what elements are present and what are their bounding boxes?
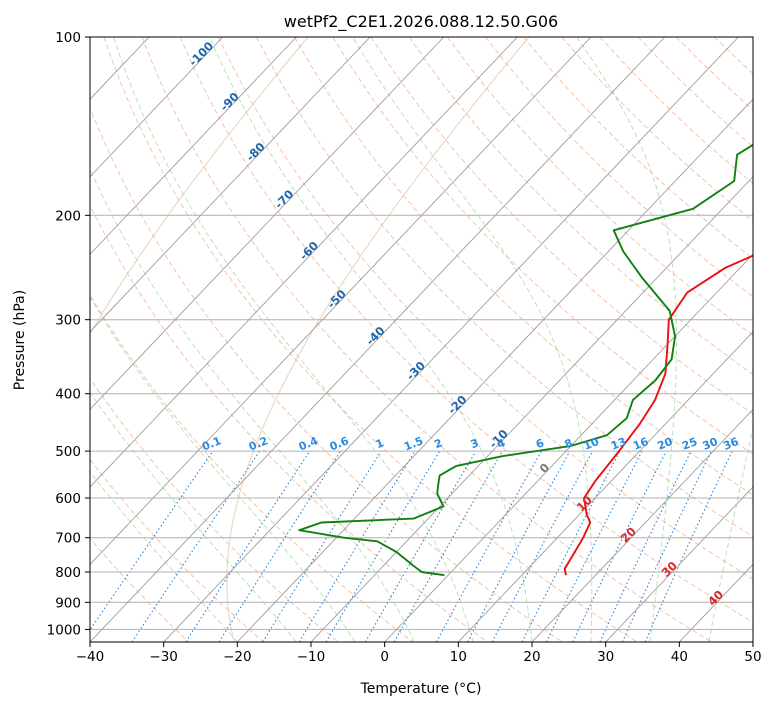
x-tick-label: 0 [380,649,389,665]
isotherm-line [90,37,224,178]
mixing-ratio-line [185,450,311,642]
dry-adiabat [90,204,489,642]
moist-adiabat [708,425,753,642]
mixing-ratio-label: 30 [701,435,720,453]
dry-adiabat [217,37,753,580]
mixing-ratio-line [298,450,416,642]
mixing-ratio-line [393,450,503,642]
y-axis: 100 200 300 400 500 600 700 800 900 1000 [47,30,90,638]
y-tick-label: 600 [55,491,81,507]
isotherm-line [163,37,739,642]
y-tick-label: 300 [55,313,81,329]
mixing-ratio-label: 3 [469,436,481,451]
profile-lines [298,143,753,577]
isotherm-line [90,37,666,642]
plot-frame [89,36,754,643]
mixing-ratio-line [545,450,643,642]
mixing-ratio-label: 36 [721,435,740,453]
x-tick-label: 50 [744,649,761,665]
moist-adiabat [576,37,678,642]
isotherm-line [384,253,753,642]
isotherm-line [236,98,753,642]
x-tick-label: 10 [450,649,467,665]
x-tick-label: −10 [297,649,326,665]
isotherm-lines [90,37,753,642]
mixing-ratio-label: 16 [631,435,650,453]
moist-adiabat [352,37,593,642]
mixing-ratio-line [435,450,542,642]
y-tick-label: 200 [55,208,81,224]
mixing-ratio-label: 13 [609,435,628,453]
isotherm-line [531,408,753,642]
isotherm-line [605,486,753,642]
y-tick-label: 400 [55,387,81,403]
isotherm-line [90,37,592,566]
moist-adiabat [90,296,356,642]
isotherm-line [310,176,753,642]
moist-adiabat [113,37,474,642]
x-tick-label: −40 [76,649,105,665]
mixing-ratio-line [218,450,341,642]
reference-curve [90,37,309,335]
isotherm-line [90,37,445,411]
mixing-ratio-line [90,450,214,631]
y-tick-label: 1000 [47,622,81,638]
x-tick-label: 20 [523,649,540,665]
x-axis: −40 −30 −20 −10 0 10 20 30 40 50 [76,642,762,665]
x-axis-label: Temperature (°C) [360,681,482,697]
y-tick-label: 500 [55,444,81,460]
moist-adiabat [90,470,238,642]
mixing-ratio-label: 20 [655,435,674,453]
dry-adiabat [294,37,753,496]
mixing-ratio-line [572,450,667,642]
dry-adiabat [256,37,753,538]
mixing-ratio-label: 10 [582,435,601,453]
isotherm-line [90,37,297,255]
y-tick-label: 700 [55,531,81,547]
temperature-profile [563,254,753,576]
mixing-ratio-line [262,450,382,642]
y-tick-label: 900 [55,595,81,611]
dry-adiabat [103,37,638,642]
dewpoint-profile [298,143,753,577]
x-tick-label: 30 [597,649,614,665]
y-tick-label: 100 [55,30,81,46]
mixing-ratio-line [467,450,571,642]
moist-adiabat [90,391,297,642]
mixing-ratio-label: 2 [432,436,444,451]
isotherm-line [457,331,753,642]
chart-title: wetPf2_C2E1.2026.088.12.50.G06 [284,12,558,32]
mixing-ratio-label: 1 [374,436,386,451]
y-tick-label: 800 [55,565,81,581]
mixing-ratio-label: 25 [680,435,699,453]
moist-adiabat [209,37,533,642]
x-tick-label: −30 [149,649,178,665]
x-tick-label: 40 [671,649,688,665]
isotherm-line [90,37,371,333]
x-tick-label: −20 [223,649,252,665]
y-axis-label: Pressure (hPa) [12,290,28,390]
isotherm-line [90,37,518,488]
mixing-ratio-label: 8 [563,436,575,451]
